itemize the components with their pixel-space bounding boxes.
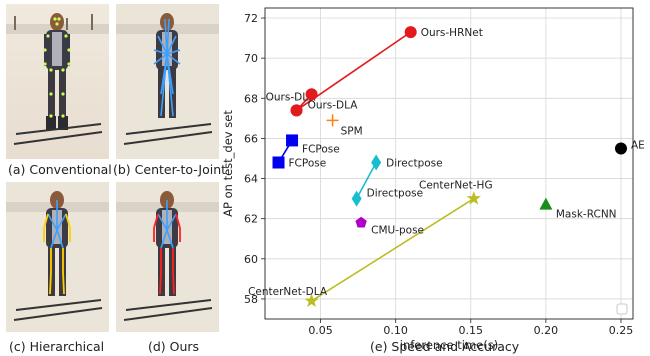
x-tick-label: 0.20 (534, 324, 559, 337)
centernet-label: CenterNet-HG (419, 180, 493, 192)
ours-red-arrows (153, 213, 181, 295)
cmu-label: CMU-pose (371, 225, 424, 237)
centernet-marker (304, 293, 319, 308)
ae-label: AE (631, 139, 645, 151)
skier-photo-hierarchical (6, 182, 109, 332)
directpose-label: Directpose (386, 157, 442, 169)
y-tick-label: 62 (244, 213, 258, 226)
mask_rcnn-label: Mask-RCNN (556, 209, 617, 221)
ours_dla-marker (305, 88, 318, 101)
ae-marker (614, 142, 627, 155)
y-tick-label: 64 (244, 173, 258, 186)
caption-conventional: (a) Conventional (8, 162, 112, 177)
center-to-joint-arrows (153, 18, 181, 117)
centernet-label: CenterNet-DLA (248, 286, 328, 298)
mask_rcnn-marker (539, 197, 553, 210)
y-tick-label: 60 (244, 253, 258, 266)
keypoint-markers (43, 17, 71, 118)
centernet-line (311, 197, 475, 302)
skier-photo-ours (116, 182, 219, 332)
x-axis-label: inference time(s) (400, 338, 498, 352)
plot-area (265, 8, 633, 319)
chart-caption: (e) Speed and Accuracy (370, 339, 520, 354)
ours_dla-label: Ours-DLA (266, 91, 317, 103)
panel-ours (116, 182, 219, 332)
caption-center-to-joint: (b) Center-to-Joint (113, 162, 227, 177)
y-axis-label: AP on test_dev set (221, 110, 235, 217)
y-tick-label: 68 (244, 92, 258, 105)
y-tick-label: 66 (244, 132, 258, 145)
ours_hrnet-label: Ours-HRNet (421, 27, 483, 39)
x-tick-label: 0.15 (459, 324, 484, 337)
legend-box (616, 303, 628, 315)
directpose-label: Directpose (367, 188, 423, 200)
panel-center-to-joint (116, 4, 219, 159)
directpose-line (355, 162, 377, 199)
ours-blue-arrows (157, 200, 177, 249)
skier-photo-center-to-joint (116, 4, 219, 159)
y-tick-label: 58 (244, 293, 258, 306)
plot-frame (264, 7, 634, 320)
y-tick-label: 70 (244, 52, 258, 65)
x-tick-label: 0.05 (308, 324, 333, 337)
caption-ours: (d) Ours (148, 339, 200, 354)
directpose-marker (351, 190, 362, 207)
x-tick-label: 0.25 (609, 324, 634, 337)
fcpose-marker (272, 156, 285, 169)
fcpose-marker (286, 134, 299, 147)
directpose-marker (371, 154, 382, 171)
spm-label: SPM (341, 125, 363, 137)
ours_hrnet-marker (404, 26, 417, 39)
caption-hierarchical: (c) Hierarchical (9, 339, 105, 354)
y-tick-label: 72 (244, 12, 258, 25)
fcpose-label: FCPose (289, 157, 327, 169)
ours_dla-marker (290, 104, 303, 117)
centernet-marker (466, 191, 481, 205)
ours_dla-label: Ours-DLA (308, 99, 359, 111)
cmu-marker (355, 216, 367, 228)
spm-marker (326, 114, 339, 127)
x-tick-label: 0.10 (383, 324, 408, 337)
panel-conventional (6, 4, 109, 159)
hierarchical-blue-arrows (47, 200, 67, 249)
skier-photo-conventional (6, 4, 109, 159)
panel-hierarchical (6, 182, 109, 332)
hierarchical-yellow-arrows (43, 213, 71, 295)
fcpose-label: FCPose (302, 143, 340, 155)
